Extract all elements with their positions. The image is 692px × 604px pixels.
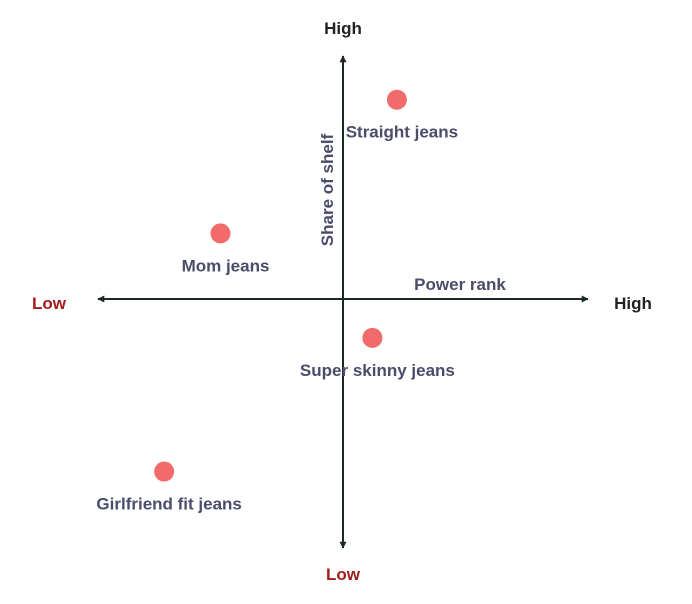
data-point (210, 223, 231, 244)
data-points: Straight jeans Mom jeans Super skinny jean… (96, 89, 458, 514)
data-point (154, 461, 175, 482)
data-point (386, 89, 407, 110)
data-point-label: Straight jeans (346, 123, 458, 142)
y-axis-high-label: High (324, 19, 362, 38)
x-axis-low-label: Low (32, 294, 67, 313)
data-point (362, 327, 383, 348)
data-point-label: Girlfriend fit jeans (96, 495, 241, 514)
y-axis-low-label: Low (326, 565, 361, 584)
x-axis-high-label: High (614, 294, 652, 313)
data-point-label: Super skinny jeans (300, 361, 455, 380)
data-point-label: Mom jeans (182, 256, 270, 275)
y-axis-title: Share of shelf (318, 133, 337, 246)
x-axis-title: Power rank (414, 275, 506, 294)
